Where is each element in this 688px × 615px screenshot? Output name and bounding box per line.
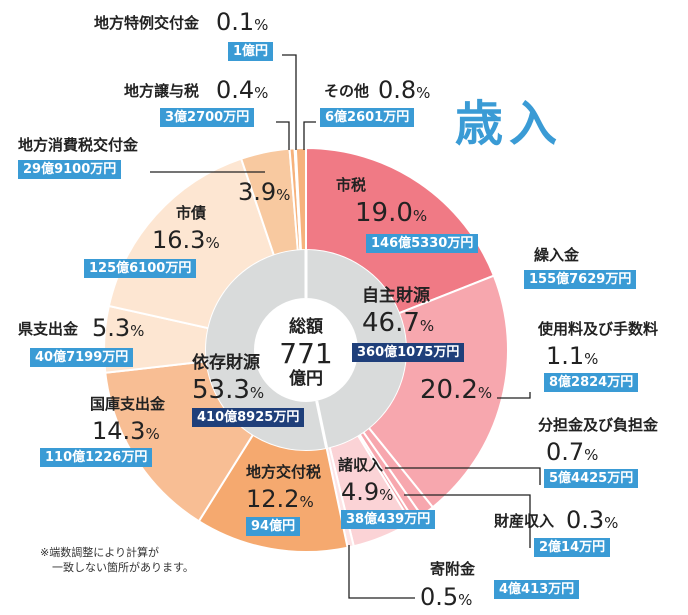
slice-label-shoshunyu: 諸収入: [338, 456, 384, 474]
total-value: 771: [279, 336, 333, 370]
slice-amount-kofuzei: 94億円: [246, 517, 301, 536]
slice-amount-zaisan: 2億14万円: [534, 538, 611, 557]
slice-percent-zaisan: 0.3%: [566, 506, 619, 534]
slice-amount-shisai: 125億6100万円: [84, 259, 197, 278]
group-dep-name: 依存財源: [192, 353, 260, 373]
slice-percent-buntankin: 0.7%: [546, 438, 599, 466]
slice-percent-joyozei: 0.4%: [216, 76, 269, 104]
group-own-percent: 46.7%: [362, 308, 435, 338]
footnote-line-2: 一致しない箇所があります。: [52, 560, 194, 574]
slice-amount-kifukin: 4億413万円: [494, 580, 580, 599]
slice-percent-shohizei: 3.9%: [238, 178, 291, 206]
total-caption: 総額: [288, 317, 323, 337]
slice-label-sonota: その他: [324, 82, 370, 100]
slice-amount-kurinyukin: 155億7629万円: [524, 270, 637, 289]
slice-percent-ken: 5.3%: [92, 314, 145, 342]
slice-percent-kurinyukin: 20.2%: [420, 375, 493, 405]
center-circle: [254, 298, 358, 402]
leader-line-12: [276, 121, 290, 150]
slice-amount-shohizei: 29億9100万円: [18, 160, 122, 179]
slice-amount-shoshunyu: 38億439万円: [341, 510, 436, 529]
group-divider-1: [315, 400, 329, 449]
footnote-line-1: ※端数調整により計算が: [40, 546, 159, 559]
slice-amount-kokko: 110億1226万円: [40, 448, 153, 467]
slice-percent-kifukin: 0.5%: [420, 583, 473, 611]
slice-label-shisai: 市債: [176, 204, 207, 222]
slice-percent-shoshunyu: 4.9%: [341, 478, 394, 506]
slice-amount-shiyoryo: 8億2824万円: [544, 373, 639, 392]
group-own-amount: 360億1075万円: [352, 343, 465, 362]
slice-label-joyozei: 地方譲与税: [124, 82, 200, 100]
slice-percent-sonota: 0.8%: [378, 76, 431, 104]
slice-label-shohizei: 地方消費税交付金: [18, 136, 139, 154]
slice-label-ken: 県支出金: [18, 320, 79, 338]
footnote: ※端数調整により計算が 一致しない箇所があります。: [40, 546, 194, 576]
slice-label-kokko: 国庫支出金: [90, 395, 166, 413]
slice-label-zaisan: 財産収入: [494, 512, 555, 530]
slice-label-shizei: 市税: [336, 176, 367, 194]
slice-label-shiyoryo: 使用料及び手数料: [538, 320, 659, 338]
group-dep-percent: 53.3%: [192, 375, 265, 405]
slice-amount-shizei: 146億5330万円: [366, 234, 479, 253]
slice-percent-shisai: 16.3%: [152, 226, 220, 254]
slice-percent-kofuzei: 12.2%: [246, 485, 314, 513]
slice-percent-shizei: 19.0%: [355, 198, 428, 228]
group-dep-amount: 410億8925万円: [192, 408, 305, 427]
slice-amount-joyozei: 3億2700万円: [160, 108, 255, 127]
slice-label-kifukin: 寄附金: [430, 560, 476, 578]
leader-line-14: [303, 121, 316, 150]
slice-label-tokurei: 地方特例交付金: [94, 14, 200, 32]
leader-line-4: [404, 494, 531, 548]
leader-line-6: [348, 545, 415, 599]
slice-amount-ken: 40億7199万円: [30, 348, 134, 367]
slice-amount-buntankin: 5億4425万円: [544, 469, 639, 488]
group-own-name: 自主財源: [362, 286, 430, 306]
slice-amount-tokurei: 1億円: [228, 42, 274, 61]
chart-title: 歳入: [455, 96, 564, 152]
total-label: 総額 771 億円: [279, 317, 333, 389]
slice-label-buntankin: 分担金及び負担金: [538, 416, 659, 434]
leader-line-2: [497, 392, 531, 399]
leader-line-13: [282, 54, 297, 150]
slice-label-kofuzei: 地方交付税: [246, 463, 322, 481]
slice-percent-tokurei: 0.1%: [216, 8, 269, 36]
total-unit: 億円: [288, 368, 323, 389]
slice-percent-shiyoryo: 1.1%: [546, 342, 599, 370]
slice-percent-kokko: 14.3%: [92, 417, 160, 445]
leader-line-3: [385, 467, 541, 485]
slice-label-kurinyukin: 繰入金: [534, 246, 580, 264]
pie-slice-0: [305, 146, 496, 315]
slice-amount-sonota: 6億2601万円: [320, 108, 415, 127]
